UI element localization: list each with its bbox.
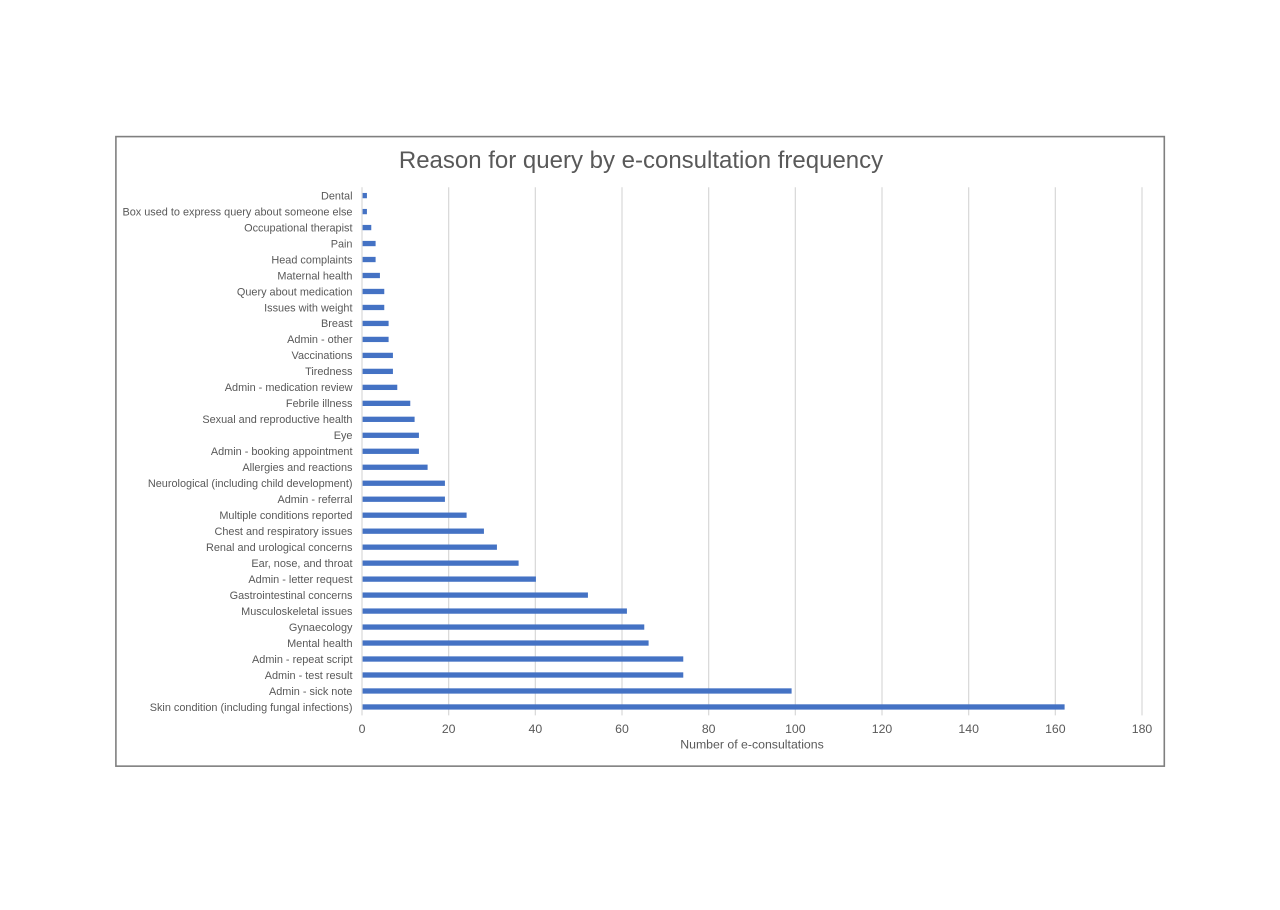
svg-text:180: 180 [1132,722,1153,736]
svg-text:Maternal health: Maternal health [277,270,352,282]
svg-text:140: 140 [958,722,979,736]
svg-text:Breast: Breast [321,318,352,330]
svg-text:Musculoskeletal issues: Musculoskeletal issues [241,606,353,618]
svg-text:Issues with weight: Issues with weight [264,302,352,314]
svg-text:20: 20 [442,722,456,736]
svg-text:Admin - booking appointment: Admin - booking appointment [211,446,353,458]
svg-text:Query about medication: Query about medication [237,286,353,298]
svg-text:80: 80 [702,722,716,736]
svg-text:Eye: Eye [334,430,353,442]
svg-text:Admin - other: Admin - other [287,334,353,346]
svg-text:Admin - referral: Admin - referral [277,494,352,506]
svg-text:Multiple conditions reported: Multiple conditions reported [219,510,352,522]
svg-text:Reason for query by e-consulta: Reason for query by e-consultation frequ… [399,147,883,174]
svg-text:Occupational therapist: Occupational therapist [244,222,352,234]
svg-text:Admin - test result: Admin - test result [265,670,353,682]
svg-text:Mental health: Mental health [287,638,352,650]
svg-text:Head complaints: Head complaints [271,254,353,266]
svg-text:Vaccinations: Vaccinations [292,350,353,362]
svg-text:Admin - medication review: Admin - medication review [225,382,353,394]
svg-text:Number of e-consultations: Number of e-consultations [680,738,824,752]
svg-text:Sexual and reproductive health: Sexual and reproductive health [202,414,352,426]
svg-text:Box used to express query abou: Box used to express query about someone … [122,206,352,218]
svg-text:Allergies and reactions: Allergies and reactions [242,462,353,474]
svg-text:60: 60 [615,722,629,736]
svg-text:40: 40 [528,722,542,736]
svg-text:Gynaecology: Gynaecology [289,622,353,634]
svg-text:100: 100 [785,722,806,736]
svg-text:Dental: Dental [321,190,352,202]
svg-text:Neurological (including child: Neurological (including child developmen… [148,478,353,490]
svg-text:Admin - repeat script: Admin - repeat script [252,654,352,666]
svg-text:Tiredness: Tiredness [305,366,353,378]
svg-text:120: 120 [872,722,893,736]
svg-text:160: 160 [1045,722,1066,736]
svg-text:Gastrointestinal concerns: Gastrointestinal concerns [230,590,353,602]
svg-text:Renal and urological concerns: Renal and urological concerns [206,542,353,554]
svg-text:Skin condition (including fung: Skin condition (including fungal infecti… [150,702,353,714]
svg-text:Pain: Pain [331,238,353,250]
svg-text:Chest and respiratory issues: Chest and respiratory issues [214,526,353,538]
svg-text:Ear, nose, and throat: Ear, nose, and throat [251,558,352,570]
svg-text:0: 0 [359,722,366,736]
svg-text:Febrile illness: Febrile illness [286,398,353,410]
svg-text:Admin - letter request: Admin - letter request [248,574,352,586]
svg-text:Admin - sick note: Admin - sick note [269,686,353,698]
